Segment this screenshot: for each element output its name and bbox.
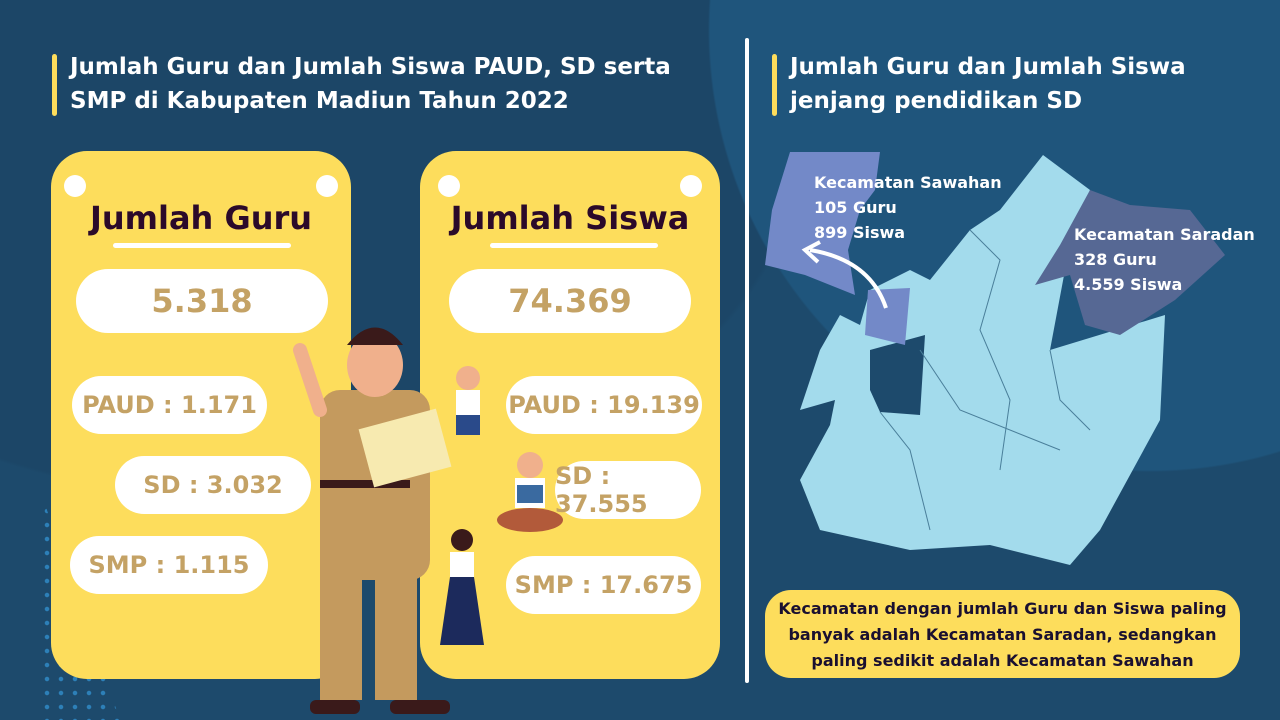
- map-district-dark-gap: [870, 335, 925, 415]
- guru-smp: SMP : 1.115: [70, 536, 268, 594]
- guru-paud: PAUD : 1.171: [72, 376, 267, 434]
- map-district-sawahan-part: [865, 288, 910, 345]
- students-illustration: [440, 366, 484, 645]
- heading-underline: [113, 243, 291, 248]
- siswa-heading: Jumlah Siswa: [450, 199, 690, 237]
- sawahan-label: Kecamatan Sawahan 105 Guru 899 Siswa: [814, 170, 1002, 245]
- card-hole: [64, 175, 86, 197]
- conclusion-note: Kecamatan dengan jumlah Guru dan Siswa p…: [765, 590, 1240, 678]
- madiun-map: [765, 152, 1225, 565]
- sawahan-name: Kecamatan Sawahan: [814, 173, 1002, 192]
- left-title: Jumlah Guru dan Jumlah Siswa PAUD, SD se…: [52, 50, 712, 118]
- guru-sd: SD : 3.032: [115, 456, 311, 514]
- saradan-name: Kecamatan Saradan: [1074, 225, 1255, 244]
- map-district-saradan: [1035, 190, 1225, 335]
- card-hole: [316, 175, 338, 197]
- card-hole: [680, 175, 702, 197]
- card-hole: [438, 175, 460, 197]
- map-district-sawahan-main: [765, 152, 880, 295]
- guru-heading: Jumlah Guru: [89, 199, 313, 237]
- teacher-illustration: [293, 327, 452, 714]
- heading-underline: [490, 243, 658, 248]
- district-borders: [879, 229, 1091, 531]
- siswa-smp: SMP : 17.675: [506, 556, 701, 614]
- arrow-head-icon: [801, 240, 821, 264]
- siswa-sd: SD : 37.555: [555, 461, 701, 519]
- divider: [745, 38, 749, 683]
- guru-total: 5.318: [76, 269, 328, 333]
- saradan-guru: 328 Guru: [1074, 250, 1157, 269]
- map-district-area: [800, 155, 1165, 565]
- guru-card: Jumlah Guru 5.318 PAUD : 1.171 SD : 3.03…: [51, 151, 351, 679]
- sawahan-guru: 105 Guru: [814, 198, 897, 217]
- siswa-total: 74.369: [449, 269, 691, 333]
- arrow-icon: [809, 248, 888, 309]
- sawahan-siswa: 899 Siswa: [814, 223, 906, 242]
- right-title: Jumlah Guru dan Jumlah Siswa jenjang pen…: [772, 50, 1232, 118]
- student-reading-illustration: [497, 452, 563, 532]
- saradan-label: Kecamatan Saradan 328 Guru 4.559 Siswa: [1074, 222, 1255, 297]
- saradan-siswa: 4.559 Siswa: [1074, 275, 1183, 294]
- siswa-paud: PAUD : 19.139: [506, 376, 702, 434]
